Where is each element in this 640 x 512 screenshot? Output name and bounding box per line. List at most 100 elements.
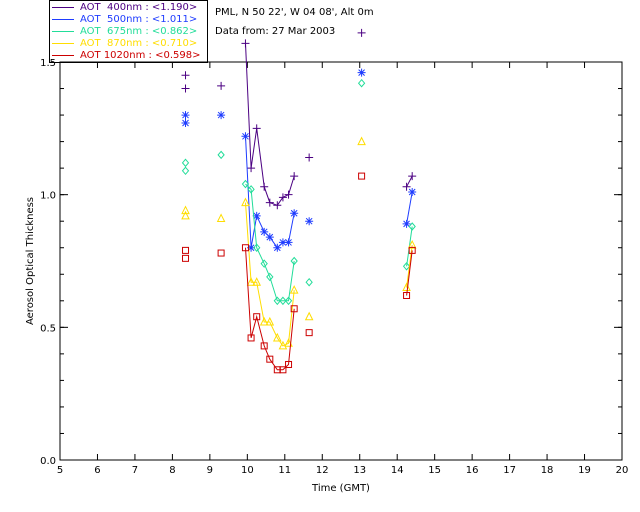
site-info: PML, N 50 22', W 04 08', Alt 0m [215,7,374,18]
x-tick-label: 12 [316,465,329,476]
legend-item-500nm: AOT 500nm : <1.011> [52,14,197,26]
data-point-plus [290,172,299,181]
x-tick-label: 19 [578,465,591,476]
data-point-plus [247,164,256,173]
data-point-diamond [217,150,225,160]
x-tick-label: 16 [466,465,479,476]
data-point-square [247,334,255,342]
data-point-diamond [279,296,287,306]
data-point-square [260,342,268,350]
data-point-plus [284,190,293,199]
data-point-star [181,119,190,128]
series-line-4 [406,250,413,296]
date-info: Data from: 27 Mar 2003 [215,26,336,37]
x-axis-label: Time (GMT) [311,483,370,494]
data-point-triangle [265,316,275,326]
data-point-diamond [290,256,298,266]
x-tick-label: 7 [132,465,138,476]
data-point-square [182,254,190,262]
data-point-triangle [289,285,299,294]
data-point-plus [181,71,190,80]
x-tick-label: 5 [57,465,63,476]
data-point-star [241,132,250,141]
legend-item-870nm: AOT 870nm : <0.710> [52,38,197,50]
data-point-star [260,227,269,236]
data-point-square [285,360,293,368]
data-point-plus [278,193,287,202]
data-point-square [266,355,274,363]
series-line-4 [245,247,295,371]
data-point-square [305,329,313,337]
x-tick-label: 18 [541,465,554,476]
data-point-plus [181,84,190,93]
data-point-plus [241,39,250,48]
data-point-plus [273,201,282,210]
x-tick-label: 9 [207,465,213,476]
x-tick-label: 14 [391,465,404,476]
data-point-star [252,211,261,220]
data-point-triangle [259,316,269,326]
data-point-star [305,217,314,226]
legend-item-675nm: AOT 675nm : <0.862> [52,26,197,38]
data-point-plus [217,81,226,90]
y-axis-label: Aerosol Optical Thickness [25,197,36,325]
data-point-star [408,188,417,197]
data-point-square [182,246,190,254]
x-tick-label: 11 [278,465,291,476]
data-point-square [217,249,225,257]
data-point-triangle [278,340,288,350]
series-line-0 [245,43,295,206]
data-point-diamond [181,166,190,176]
y-tick-label: 0.5 [40,323,56,334]
plot-frame [59,61,623,461]
data-point-star [290,209,299,218]
legend-label-500nm: AOT 500nm : <1.011> [80,14,198,25]
series-line-1 [406,191,413,224]
data-point-star [181,111,190,120]
data-point-plus [402,182,411,191]
data-point-square [408,246,416,254]
data-point-diamond [273,296,281,306]
x-tick-label: 10 [241,465,254,476]
legend-label-400nm: AOT 400nm : <1.190> [80,2,198,13]
data-point-triangle [407,239,417,249]
x-tick-label: 6 [94,465,100,476]
x-tick-label: 20 [616,465,629,476]
legend: AOT 400nm : <1.190> AOT 500nm : <1.011> … [49,0,208,63]
x-tick-label: 15 [428,465,441,476]
data-point-plus [260,182,269,191]
x-tick-label: 13 [353,465,366,476]
legend-swatch-1020nm [52,54,74,56]
data-point-triangle [402,282,411,292]
legend-label-675nm: AOT 675nm : <0.862> [80,26,198,37]
data-point-triangle [181,205,190,215]
series-line-2 [245,183,295,302]
series-line-3 [406,245,413,288]
y-tick-label: 1.0 [40,191,56,202]
data-point-star [357,68,366,77]
data-point-plus [305,153,314,162]
data-point-triangle [241,197,250,207]
data-point-triangle [216,213,226,223]
data-point-diamond [260,259,268,268]
data-point-diamond [305,277,313,287]
data-point-triangle [181,210,190,220]
data-point-diamond [357,78,366,88]
data-point-star [402,219,411,228]
data-point-square [241,244,249,252]
data-point-triangle [357,136,366,146]
data-point-star [278,238,287,247]
data-point-star [247,243,256,252]
x-tick-label: 17 [503,465,516,476]
legend-item-1020nm: AOT 1020nm : <0.598> [52,50,200,62]
data-point-triangle [304,311,314,321]
legend-swatch-500nm [52,18,74,20]
y-tick-label: 1.5 [40,58,56,69]
legend-item-400nm: AOT 400nm : <1.190> [52,2,197,14]
data-point-square [290,305,298,313]
data-point-diamond [402,262,411,271]
data-point-diamond [241,179,250,189]
data-point-diamond [284,296,293,306]
legend-label-1020nm: AOT 1020nm : <0.598> [80,50,201,61]
